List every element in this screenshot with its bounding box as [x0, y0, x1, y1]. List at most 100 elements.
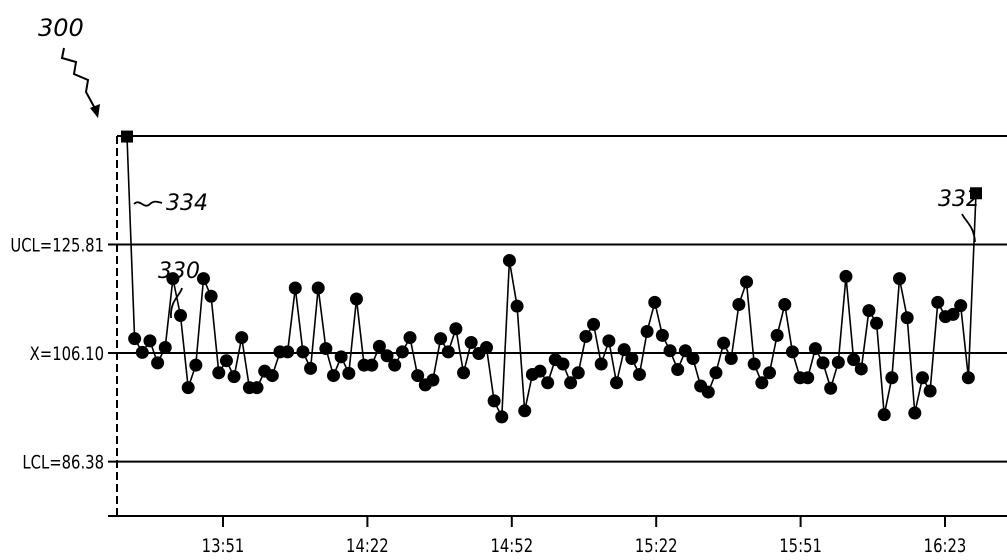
data-point — [174, 309, 187, 322]
data-point — [740, 275, 753, 288]
data-point — [809, 342, 822, 355]
data-point — [717, 337, 730, 350]
data-point — [893, 272, 906, 285]
data-point — [388, 359, 401, 372]
data-point — [541, 376, 554, 389]
data-point — [824, 382, 837, 395]
data-point — [457, 366, 470, 379]
data-point — [281, 345, 294, 358]
data-point — [212, 366, 225, 379]
data-point — [503, 254, 516, 267]
x-tick-label: 14:52 — [490, 535, 533, 557]
data-point — [602, 334, 615, 347]
x-tick-label: 15:22 — [635, 535, 678, 557]
data-point — [304, 362, 317, 375]
data-point — [205, 290, 218, 303]
data-point — [143, 334, 156, 347]
data-series — [121, 131, 982, 424]
x-tick-label: 15:51 — [779, 535, 822, 557]
callout-334: 332 — [938, 187, 980, 242]
data-point — [404, 331, 417, 344]
x-tick-label: 14:22 — [346, 535, 389, 557]
data-point — [296, 345, 309, 358]
data-point — [289, 282, 302, 295]
data-point — [656, 329, 669, 342]
data-point — [862, 304, 875, 317]
callout-334-leader — [962, 214, 975, 242]
data-point — [839, 270, 852, 283]
callout-332: 334 — [134, 191, 208, 216]
data-point — [136, 346, 149, 359]
x-tick-label: 16:23 — [924, 535, 967, 557]
x-tick-label: 13:51 — [202, 535, 245, 557]
data-point — [534, 365, 547, 378]
data-point — [801, 371, 814, 384]
data-point — [335, 350, 348, 363]
data-point — [702, 386, 715, 399]
data-point — [870, 317, 883, 330]
data-point — [518, 404, 531, 417]
data-point — [495, 410, 508, 423]
data-point — [709, 366, 722, 379]
data-point — [572, 366, 585, 379]
data-point — [449, 322, 462, 335]
figure-label: 300 — [38, 14, 84, 42]
data-point — [488, 394, 501, 407]
data-point — [625, 352, 638, 365]
data-point — [251, 381, 264, 394]
data-point — [633, 368, 646, 381]
control-line-label-ucl: UCL=125.81 — [10, 235, 104, 257]
data-point — [908, 407, 921, 420]
data-point — [442, 345, 455, 358]
data-point — [954, 299, 967, 312]
data-point — [312, 282, 325, 295]
data-point — [832, 356, 845, 369]
data-point — [434, 332, 447, 345]
data-point — [771, 329, 784, 342]
callout-332-label: 334 — [166, 191, 208, 216]
data-point — [732, 298, 745, 311]
data-point — [885, 371, 898, 384]
data-point — [189, 359, 202, 372]
data-point — [916, 371, 929, 384]
control-line-label-center: X=106.10 — [30, 343, 104, 365]
data-point — [319, 342, 332, 355]
callout-332-leader — [134, 202, 162, 206]
data-point — [855, 362, 868, 375]
figure-arrow-head — [90, 104, 100, 118]
data-point — [365, 359, 378, 372]
data-point — [266, 369, 279, 382]
data-point — [128, 332, 141, 345]
data-point — [228, 370, 241, 383]
data-point — [511, 300, 524, 313]
data-point — [182, 381, 195, 394]
data-point — [664, 344, 677, 357]
data-point — [595, 358, 608, 371]
data-point — [465, 336, 478, 349]
data-point — [817, 356, 830, 369]
callout-334-label: 332 — [938, 187, 980, 212]
data-point — [924, 384, 937, 397]
data-point — [748, 358, 761, 371]
data-point — [587, 318, 600, 331]
data-point — [159, 341, 172, 354]
figure-arrow — [62, 48, 98, 114]
data-point — [220, 354, 233, 367]
data-point — [648, 296, 661, 309]
data-point — [763, 366, 776, 379]
control-line-label-lcl: LCL=86.38 — [22, 452, 104, 474]
callout-330-label: 330 — [158, 259, 200, 284]
data-point — [610, 376, 623, 389]
data-point — [671, 363, 684, 376]
data-point-out-of-control — [121, 131, 133, 143]
data-point — [396, 345, 409, 358]
data-point — [641, 325, 654, 338]
data-point — [962, 371, 975, 384]
data-point — [235, 331, 248, 344]
data-point — [342, 367, 355, 380]
data-point — [350, 293, 363, 306]
data-point — [786, 345, 799, 358]
data-point — [931, 296, 944, 309]
data-point — [556, 358, 569, 371]
